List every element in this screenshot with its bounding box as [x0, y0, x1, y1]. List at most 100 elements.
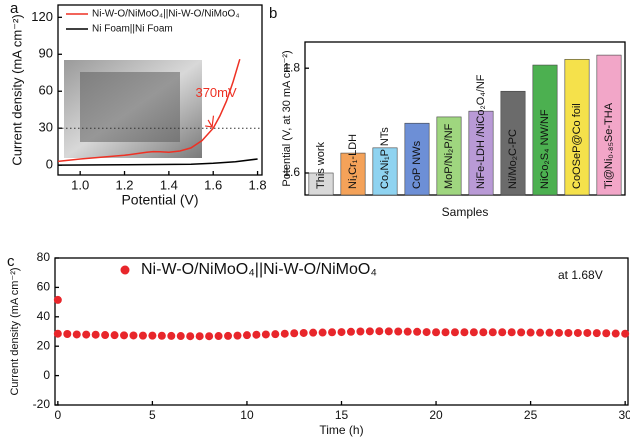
plot-frame	[57, 4, 263, 176]
y-tick-label: 20	[37, 338, 51, 352]
bar	[532, 64, 558, 196]
point	[441, 328, 450, 337]
point	[554, 328, 563, 337]
x-tick-label: 30	[618, 408, 630, 422]
point	[365, 327, 374, 336]
bar-label: Ni₁Cr₁-LDH	[347, 134, 359, 189]
point	[384, 327, 393, 336]
point	[290, 329, 299, 338]
x-tick-label: 1.0	[71, 177, 89, 192]
point	[167, 331, 176, 340]
y-tick-label: 80	[37, 250, 51, 264]
x-tick-label: 1.8	[249, 177, 267, 192]
point	[318, 328, 327, 337]
y-axis-label: Current density (mA cm⁻²)	[9, 14, 24, 165]
point	[394, 327, 403, 336]
legend-label: Ni-W-O/NiMoO₄||Ni-W-O/NiMoO₄	[141, 261, 377, 278]
point	[148, 331, 157, 340]
point	[101, 331, 110, 340]
legend-swatch	[120, 265, 130, 275]
point	[460, 328, 469, 337]
x-tick-label: 0	[54, 408, 61, 422]
point	[536, 328, 545, 337]
point	[583, 328, 592, 337]
point	[214, 332, 223, 341]
y-axis-label: Potential (V, at 30 mA cm⁻²)	[281, 50, 293, 186]
bar-label: Co₄Ni₁P NTs	[379, 127, 391, 189]
y-tick-label: -20	[33, 397, 51, 411]
point	[422, 328, 431, 337]
x-tick-label: 25	[524, 408, 538, 422]
bar-label: CoP NWs	[411, 140, 423, 189]
y-tick-label: 120	[31, 9, 53, 24]
point	[621, 329, 630, 338]
bar-label: MoP/Ni₂P/NF	[443, 123, 455, 189]
x-axis-label: Samples	[442, 205, 489, 219]
point	[53, 329, 62, 338]
point	[63, 329, 72, 338]
panel-label: a	[10, 0, 19, 17]
bar	[564, 58, 590, 196]
bar-label: This work	[315, 141, 327, 189]
point	[252, 330, 261, 339]
point	[337, 328, 346, 337]
point	[233, 331, 242, 340]
bar	[340, 152, 366, 196]
bar	[596, 54, 622, 196]
point	[517, 328, 526, 337]
x-tick-label: 10	[240, 408, 254, 422]
x-tick-label: 20	[429, 408, 443, 422]
point	[573, 328, 582, 337]
point	[261, 330, 270, 339]
point	[82, 330, 91, 339]
point	[526, 328, 535, 337]
x-axis-label: Time (h)	[319, 423, 363, 437]
bar	[372, 147, 398, 196]
bar-label: CoOSeP@Co foil	[571, 103, 583, 189]
point	[242, 331, 251, 340]
point	[129, 331, 138, 340]
point	[110, 331, 119, 340]
bar	[308, 172, 334, 196]
x-tick-label: 5	[149, 408, 156, 422]
point	[299, 328, 308, 337]
bar	[404, 122, 430, 196]
x-tick-label: 1.4	[160, 177, 178, 192]
line	[57, 158, 258, 166]
point	[375, 327, 384, 336]
y-tick-label: 60	[39, 83, 53, 98]
point	[195, 332, 204, 341]
bar	[436, 116, 462, 196]
point	[224, 331, 233, 340]
bar	[468, 110, 494, 196]
point	[564, 328, 573, 337]
point	[413, 327, 422, 336]
x-tick-label: 1.6	[204, 177, 222, 192]
x-axis-label: Potential (V)	[121, 192, 198, 208]
plot-frame	[304, 41, 626, 196]
bar-label: NiCo₂S₄ NW/NF	[539, 109, 551, 189]
point	[479, 328, 488, 337]
x-tick-label: 15	[335, 408, 349, 422]
point	[545, 328, 554, 337]
point	[488, 328, 497, 337]
point	[205, 332, 214, 341]
legend-label: Ni-W-O/NiMoO₄||Ni-W-O/NiMoO₄	[92, 9, 239, 20]
annotation: 370mV	[195, 85, 237, 100]
panel-label: b	[269, 5, 277, 22]
point	[280, 329, 289, 338]
bar	[500, 90, 526, 196]
point	[592, 329, 601, 338]
point	[450, 328, 459, 337]
point	[356, 327, 365, 336]
y-tick-label: 1.6	[283, 165, 300, 179]
y-tick-label: 30	[39, 120, 53, 135]
point	[176, 332, 185, 341]
y-tick-label: 0	[46, 157, 53, 172]
point	[602, 329, 611, 338]
point	[469, 328, 478, 337]
legend-label: Ni Foam||Ni Foam	[92, 24, 173, 35]
point	[53, 295, 62, 304]
